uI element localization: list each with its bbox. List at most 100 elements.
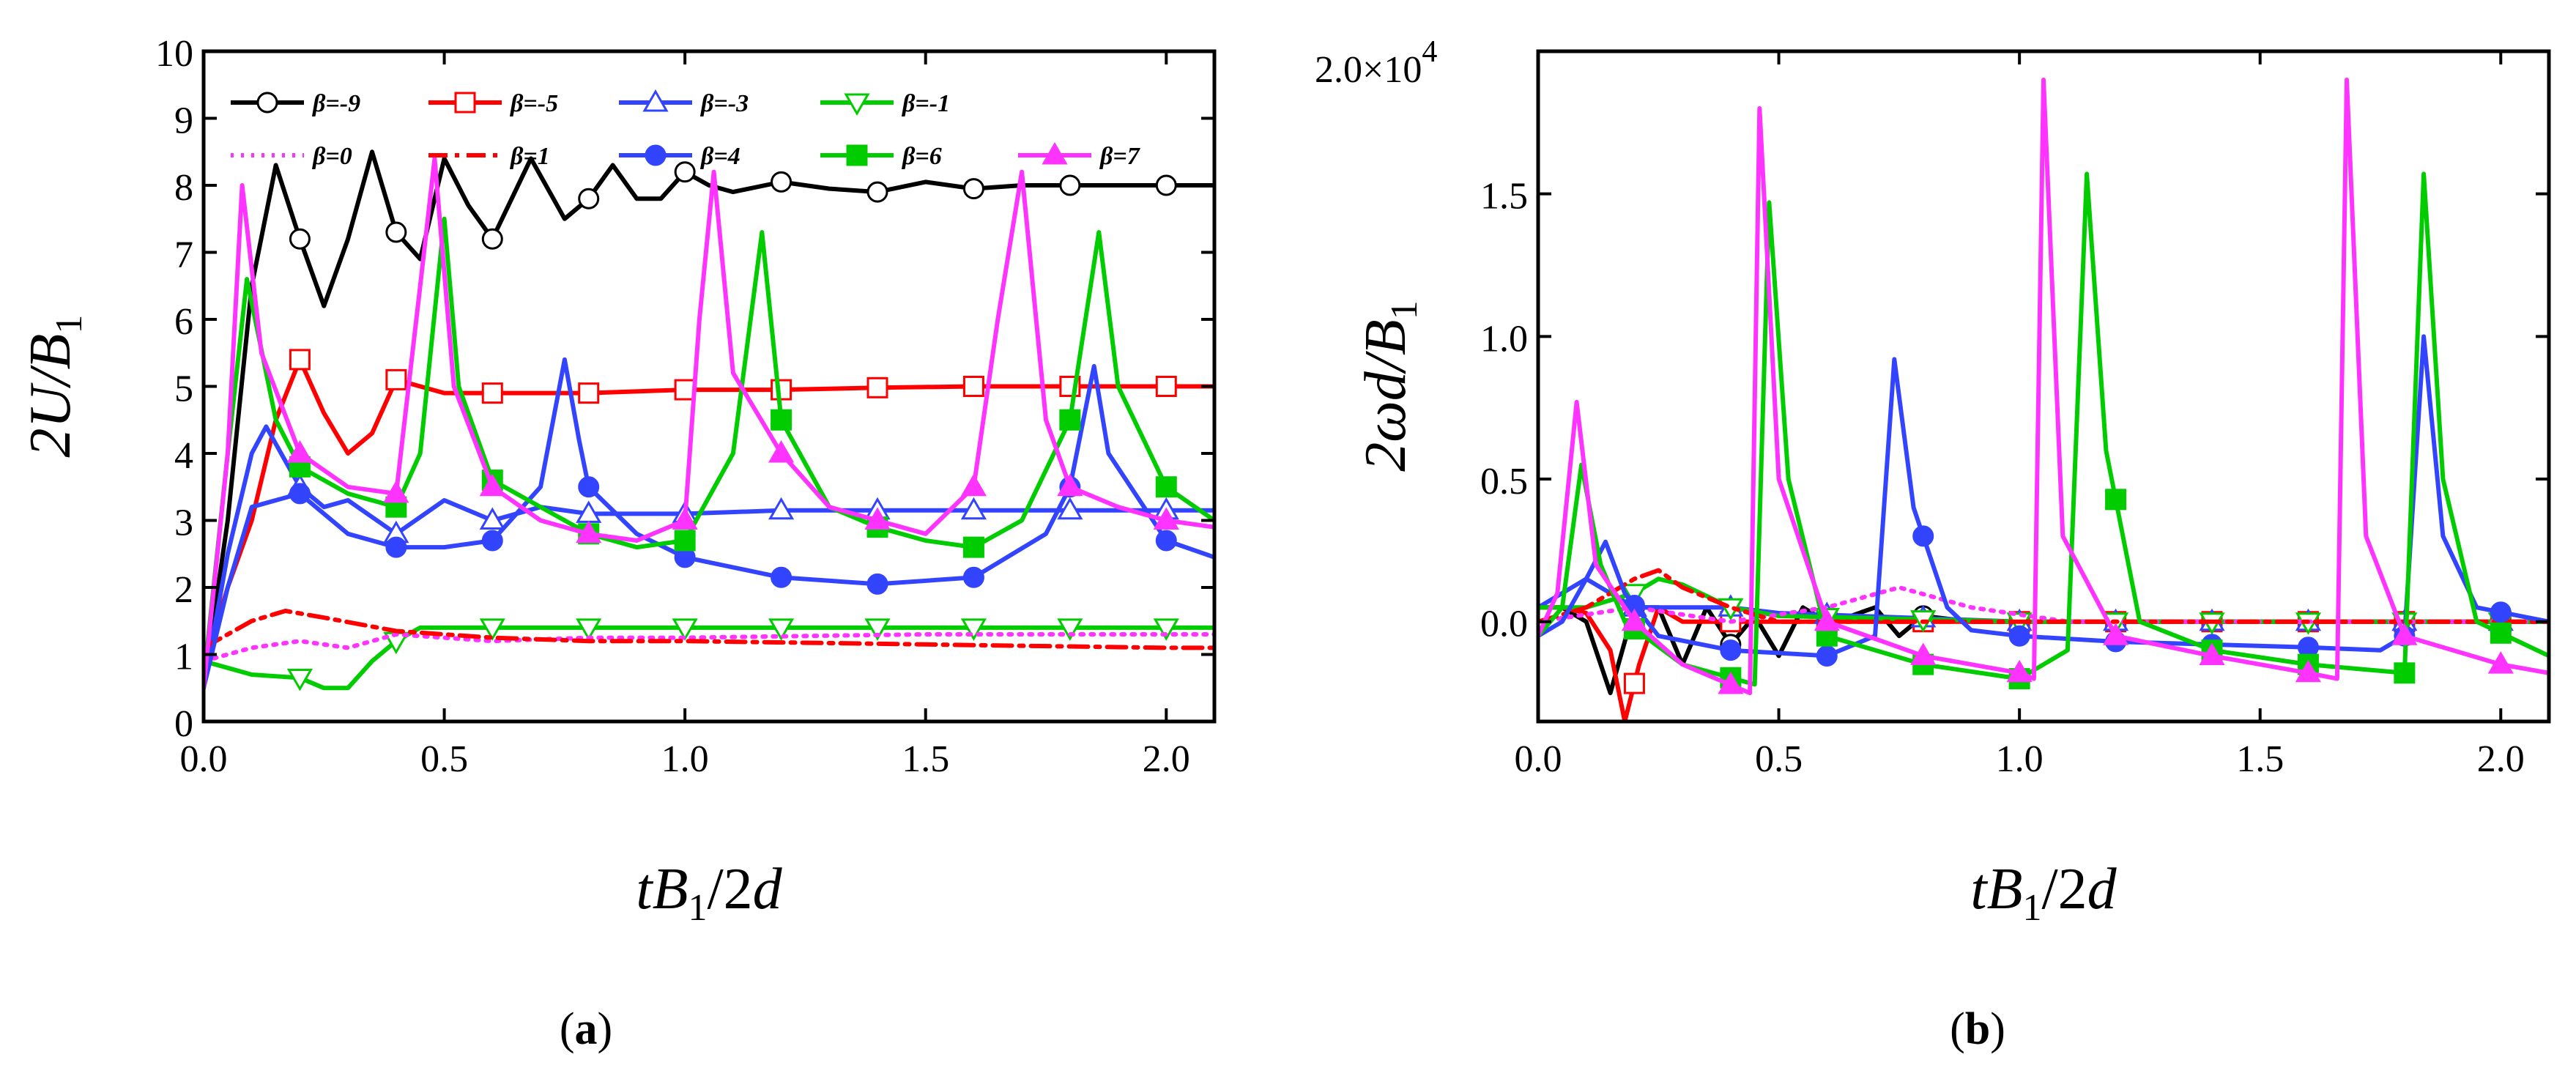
legend-label: β=0 <box>311 143 352 170</box>
series-beta7 <box>204 156 1214 691</box>
data-point-beta7 <box>1910 642 1937 665</box>
data-point-betam1 <box>960 618 987 641</box>
legend-item-beta7: β=7 <box>1018 141 1141 170</box>
data-point-betam1 <box>1621 584 1648 606</box>
legend-label: β=7 <box>1099 143 1141 170</box>
series-line-beta1 <box>1538 568 2549 624</box>
legend-item-beta1: β=1 <box>428 143 550 170</box>
series-line-beta0 <box>204 632 1214 664</box>
data-point-beta7 <box>960 473 987 497</box>
legend-item-betam5: β=-5 <box>428 90 558 117</box>
legend-label: β=-5 <box>509 90 558 117</box>
data-point-betam1 <box>1057 618 1083 641</box>
y-tick-label: 0.0 <box>1480 604 1528 645</box>
legend-label: β=6 <box>901 143 942 170</box>
legend-label: β=4 <box>699 143 740 170</box>
data-point-beta7 <box>1153 507 1179 530</box>
series-beta0 <box>204 632 1214 664</box>
legend-marker <box>844 93 870 116</box>
series-beta7 <box>1538 77 2549 696</box>
chart-a-caption: (a) <box>560 1004 612 1054</box>
chart-b-frame <box>1536 49 2551 724</box>
y-tick-label: 0.5 <box>1480 461 1528 502</box>
data-point-betam9 <box>674 161 696 183</box>
data-point-beta4 <box>771 566 793 588</box>
chart-panel-a: 0.0 0.5 1.0 1.5 2.0 0 1 2 3 4 5 6 7 8 9 10 β=-9 β=-5 β=-3… <box>18 33 1217 1054</box>
data-point-beta6 <box>962 536 984 558</box>
y-tick-label: 7 <box>174 234 193 276</box>
legend-marker <box>642 89 669 112</box>
data-point-beta7 <box>479 473 505 497</box>
data-point-betam3 <box>768 497 795 520</box>
data-point-betam3 <box>1057 497 1083 520</box>
legend-item-betam9: β=-9 <box>231 90 360 117</box>
data-point-beta7 <box>2295 659 2322 683</box>
data-point-beta4 <box>2008 625 2030 647</box>
data-point-beta6 <box>771 409 793 431</box>
data-point-betam1 <box>672 618 698 641</box>
data-point-betam9 <box>578 188 600 209</box>
chart-a-xlabel: tB1/2d <box>636 857 782 929</box>
data-point-betam9 <box>1155 174 1177 196</box>
y-tick-label: 4 <box>174 435 193 477</box>
series-beta0 <box>1538 585 2549 624</box>
data-point-betam9 <box>771 171 793 193</box>
data-point-beta4 <box>866 573 888 595</box>
data-point-betam5 <box>771 379 793 401</box>
data-point-betam5 <box>962 376 984 397</box>
x-tick-label: 0.0 <box>1515 738 1562 780</box>
y-tick-label: 10 <box>155 33 193 75</box>
y-tick-label: 2 <box>174 569 193 611</box>
data-point-betam5 <box>674 379 696 401</box>
series-line-beta7 <box>1538 77 2549 696</box>
data-point-beta7 <box>286 439 313 463</box>
series-betam5 <box>204 349 1214 670</box>
data-point-beta7 <box>383 480 409 503</box>
data-point-betam3 <box>479 507 505 530</box>
data-point-beta6 <box>1155 476 1177 498</box>
data-point-beta4 <box>1720 639 1742 661</box>
data-point-beta7 <box>1718 671 1744 694</box>
data-point-betam5 <box>385 368 407 390</box>
data-point-beta4 <box>481 530 503 552</box>
data-point-beta6 <box>674 530 696 552</box>
data-point-beta4 <box>289 483 311 505</box>
y-tick-label: 8 <box>174 167 193 209</box>
data-point-beta7 <box>2487 651 2514 674</box>
legend-marker <box>1042 141 1068 165</box>
data-point-beta4 <box>385 536 407 558</box>
data-point-beta7 <box>2006 659 2033 683</box>
data-point-betam1 <box>286 669 313 691</box>
series-line-beta0 <box>1538 585 2549 624</box>
data-point-betam9 <box>962 178 984 200</box>
x-tick-label: 2.0 <box>2477 738 2525 780</box>
y-tick-label: 0 <box>174 703 193 745</box>
y-tick-label: 6 <box>174 301 193 343</box>
data-point-betam5 <box>866 376 888 398</box>
data-point-beta7 <box>2391 623 2418 645</box>
series-beta1 <box>204 609 1214 650</box>
chart-a-legend: β=-9 β=-5 β=-3 β=-1 β=0 β=1 β=4 β=6 β=7 <box>231 89 1141 170</box>
legend-marker <box>645 144 667 166</box>
series-line-betam1 <box>204 625 1214 691</box>
legend-marker <box>256 92 278 114</box>
data-point-beta7 <box>864 507 891 530</box>
data-point-beta6 <box>2394 662 2416 684</box>
data-point-betam5 <box>481 382 503 404</box>
data-point-beta7 <box>1621 608 1648 631</box>
chart-b-multiplier: 2.0×104 <box>1315 35 1437 91</box>
series-line-beta1 <box>204 609 1214 650</box>
data-point-betam5 <box>1155 376 1177 397</box>
x-tick-label: 1.5 <box>2236 738 2284 780</box>
series-line-beta4 <box>204 357 1214 691</box>
data-point-beta4 <box>578 476 600 498</box>
data-point-beta7 <box>1057 473 1083 497</box>
data-point-beta6 <box>2490 622 2512 644</box>
series-betam1 <box>204 618 1214 691</box>
data-point-beta6 <box>2105 489 2127 511</box>
legend-marker <box>846 144 868 166</box>
data-point-beta7 <box>672 507 698 530</box>
legend-item-betam3: β=-3 <box>619 89 749 117</box>
legend-label: β=1 <box>509 143 550 170</box>
